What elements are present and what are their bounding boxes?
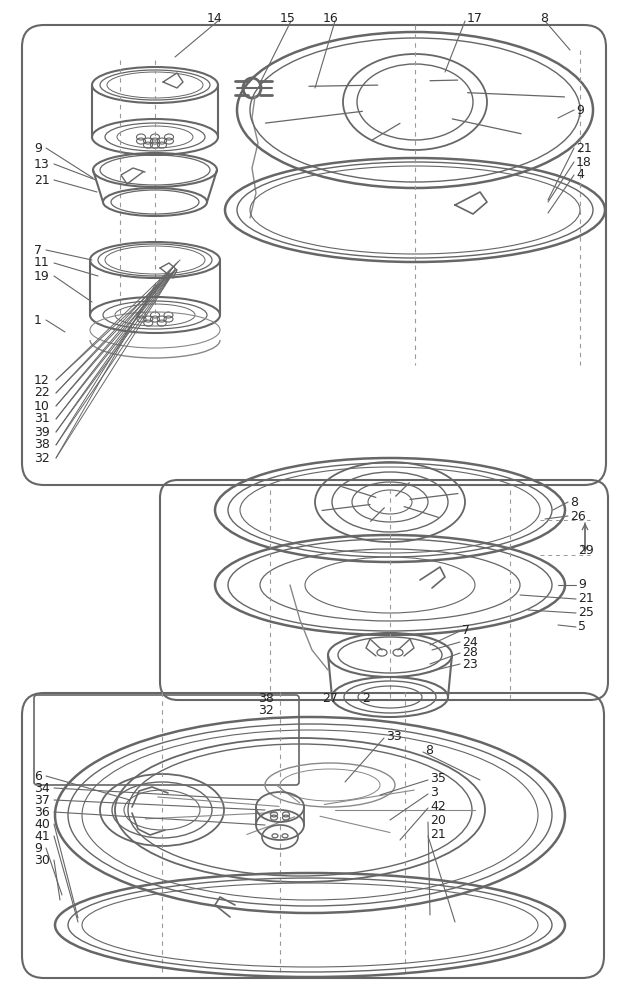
Text: 30: 30	[34, 854, 50, 866]
Text: 24: 24	[462, 636, 478, 648]
Text: 9: 9	[34, 141, 42, 154]
Text: 3: 3	[430, 786, 438, 798]
Text: 42: 42	[430, 800, 446, 812]
Text: 28: 28	[462, 647, 478, 660]
Text: 11: 11	[34, 256, 50, 269]
Text: 34: 34	[34, 782, 50, 794]
Text: 21: 21	[576, 141, 592, 154]
Text: 38: 38	[34, 438, 50, 452]
Text: 1: 1	[34, 314, 42, 326]
Text: 5: 5	[578, 620, 586, 634]
Text: 19: 19	[34, 269, 50, 282]
Text: 33: 33	[386, 730, 402, 742]
Text: 40: 40	[34, 818, 50, 830]
Text: 23: 23	[462, 658, 478, 670]
Text: 9: 9	[576, 104, 584, 116]
Text: 7: 7	[462, 624, 470, 638]
Text: 37: 37	[34, 794, 50, 806]
Text: 41: 41	[34, 830, 50, 842]
Text: 16: 16	[323, 11, 338, 24]
Text: 15: 15	[280, 11, 296, 24]
Text: 21: 21	[430, 828, 446, 840]
Text: 22: 22	[34, 386, 50, 399]
Text: 9: 9	[578, 578, 586, 591]
Text: 38: 38	[258, 692, 274, 704]
Text: 20: 20	[430, 814, 446, 826]
Text: 2: 2	[362, 692, 370, 704]
Text: 26: 26	[570, 510, 586, 522]
Text: 4: 4	[576, 168, 584, 182]
Text: 13: 13	[34, 157, 50, 170]
Text: 32: 32	[34, 452, 50, 464]
Text: 6: 6	[34, 770, 42, 782]
Text: 9: 9	[34, 842, 42, 854]
Text: 27: 27	[322, 692, 338, 704]
Text: 31: 31	[34, 412, 50, 426]
Text: 21: 21	[34, 174, 50, 186]
Text: 36: 36	[34, 806, 50, 818]
Text: 14: 14	[207, 11, 223, 24]
Text: 10: 10	[34, 399, 50, 412]
Text: 8: 8	[540, 11, 548, 24]
Text: 17: 17	[467, 11, 483, 24]
Text: 12: 12	[34, 373, 50, 386]
Text: 7: 7	[34, 243, 42, 256]
Text: 8: 8	[570, 495, 578, 508]
Text: 21: 21	[578, 592, 593, 605]
Text: 39: 39	[34, 426, 50, 438]
Text: 29: 29	[578, 544, 593, 556]
Text: 25: 25	[578, 606, 594, 619]
Text: 32: 32	[258, 704, 274, 716]
Text: 35: 35	[430, 772, 446, 784]
Text: 8: 8	[425, 744, 433, 756]
Text: 18: 18	[576, 155, 592, 168]
